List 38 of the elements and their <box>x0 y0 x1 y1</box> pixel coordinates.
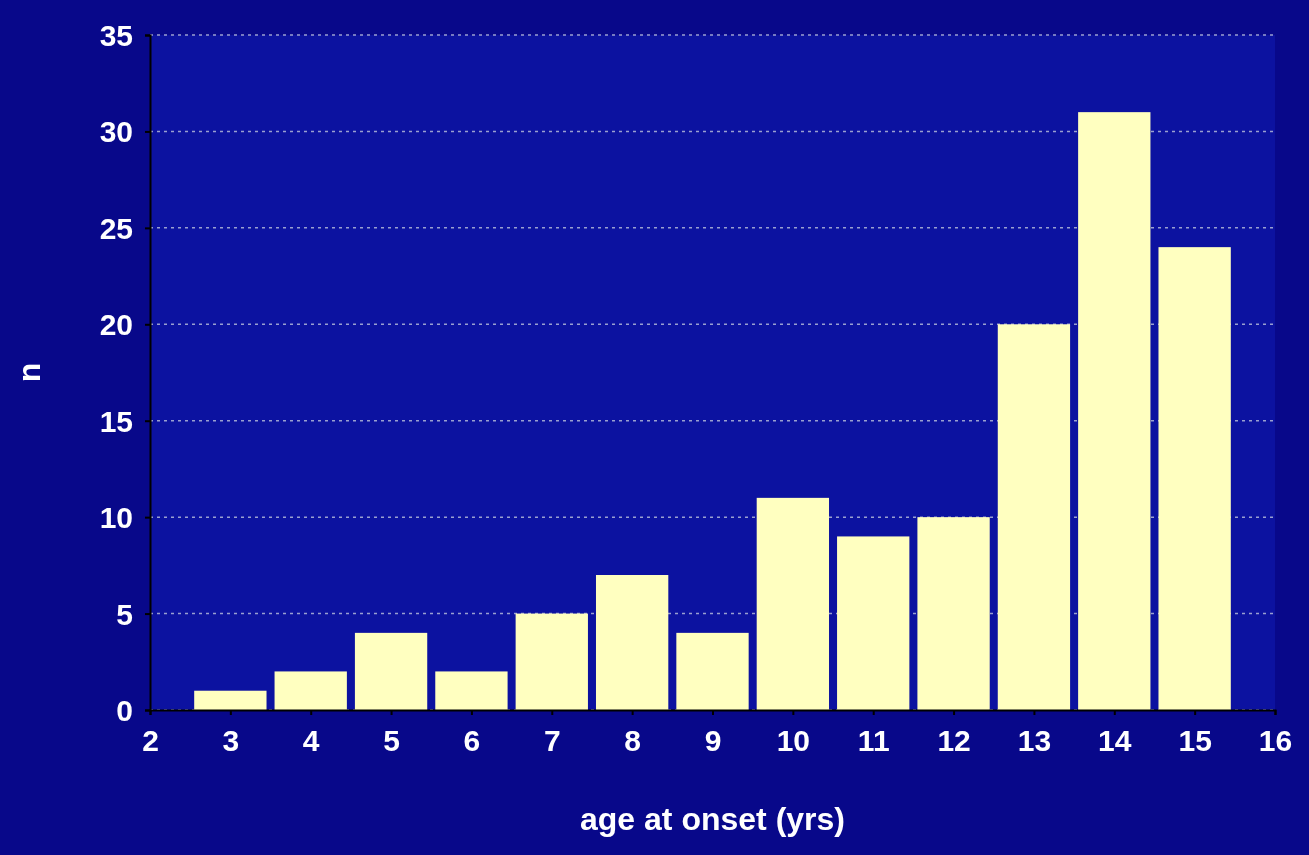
y-tick-label: 15 <box>99 404 133 438</box>
bar <box>515 613 588 710</box>
bar <box>1158 247 1231 710</box>
x-tick-label: 13 <box>1017 724 1052 757</box>
bar <box>1078 112 1151 710</box>
y-tick-label: 20 <box>99 308 133 342</box>
bar <box>997 324 1071 710</box>
x-tick-label: 2 <box>142 724 159 757</box>
x-tick-label: 12 <box>937 724 971 757</box>
y-tick-label: 30 <box>99 115 133 149</box>
bar <box>354 632 428 710</box>
bar <box>917 517 990 710</box>
x-tick-label: 8 <box>624 724 641 757</box>
bar <box>435 671 508 710</box>
x-tick-label: 7 <box>543 724 561 757</box>
x-tick-label: 4 <box>302 724 320 757</box>
x-tick-label: 15 <box>1178 724 1212 757</box>
y-tick-label: 5 <box>116 597 133 631</box>
y-tick-label: 35 <box>99 19 133 52</box>
bar <box>274 671 347 710</box>
x-tick-label: 3 <box>222 724 240 757</box>
y-axis-title: n <box>11 362 47 383</box>
y-tick-label: 25 <box>99 211 133 245</box>
x-tick-label: 16 <box>1258 724 1293 757</box>
x-axis-title: age at onset (yrs) <box>580 801 845 837</box>
bar <box>837 536 910 710</box>
bar <box>595 575 669 710</box>
x-tick-label: 11 <box>857 724 890 757</box>
x-tick-label: 10 <box>776 724 811 757</box>
x-tick-label: 14 <box>1098 724 1132 757</box>
bar <box>194 690 267 710</box>
bar <box>756 497 830 710</box>
y-tick-label: 10 <box>99 501 133 535</box>
bar <box>676 632 749 710</box>
y-tick-label: 0 <box>116 694 133 727</box>
x-tick-label: 9 <box>704 724 722 757</box>
x-tick-label: 5 <box>383 724 400 757</box>
x-tick-label: 6 <box>463 724 481 757</box>
